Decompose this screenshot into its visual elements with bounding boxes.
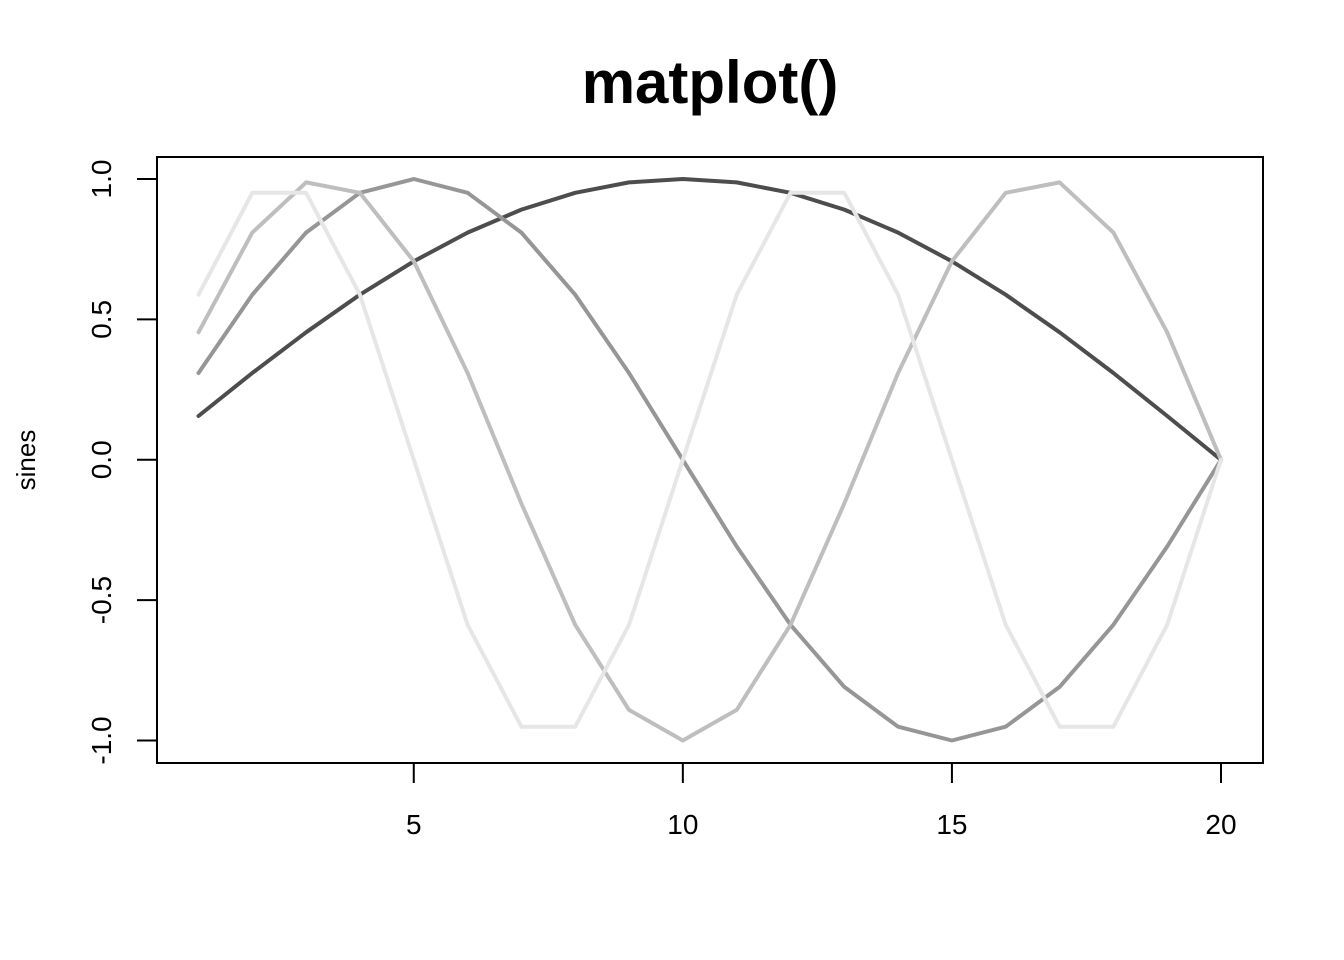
- x-tick-label: 10: [667, 809, 698, 840]
- series-line-1: [196, 177, 1223, 462]
- series-line-3: [196, 180, 1223, 743]
- x-axis: 5 10 15 20: [406, 763, 1237, 840]
- series-line-2: [196, 177, 1223, 743]
- x-tick-label: 5: [406, 809, 422, 840]
- y-axis-label: sines: [11, 430, 41, 491]
- y-tick-label: 0.5: [86, 300, 117, 339]
- y-axis: -1.0 -0.5 0.0 0.5 1.0: [86, 160, 157, 765]
- y-tick-label: -0.5: [86, 576, 117, 624]
- y-tick-label: 0.0: [86, 440, 117, 479]
- y-tick-label: -1.0: [86, 716, 117, 764]
- y-tick-label: 1.0: [86, 160, 117, 199]
- x-tick-label: 15: [936, 809, 967, 840]
- x-tick-label: 20: [1205, 809, 1236, 840]
- series-layer: [196, 177, 1223, 743]
- chart-title: matplot(): [582, 49, 839, 116]
- series-line-4: [196, 190, 1223, 729]
- plot-frame: [156, 156, 1264, 764]
